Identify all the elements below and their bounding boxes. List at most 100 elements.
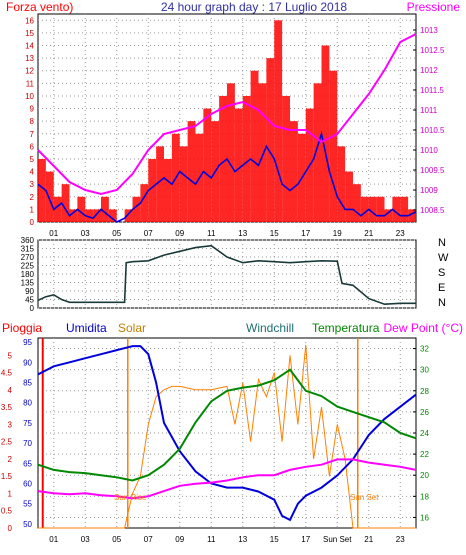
compass-label: W xyxy=(438,252,449,264)
x-tick-label: 21 xyxy=(364,229,373,238)
x-tick-label: 07 xyxy=(144,535,153,544)
humidity-tick-label: 50 xyxy=(23,520,32,529)
humidity-tick-label: 65 xyxy=(23,459,32,468)
wind-tick-label: 3 xyxy=(30,180,35,189)
wind-gust-bar xyxy=(368,196,377,222)
wind-tick-label: 0 xyxy=(30,218,35,227)
wind-gust-bar xyxy=(392,196,401,222)
wind-gust-bar xyxy=(101,196,109,222)
temperature-tick-label: 24 xyxy=(420,429,429,438)
chart-title: 24 hour graph day : 17 Luglio 2018 xyxy=(161,0,347,14)
x-tick-label: 13 xyxy=(238,535,247,544)
rain-tick-label: 3.5 xyxy=(1,403,13,412)
wind-gust-bar xyxy=(140,184,149,222)
wind-tick-label: 7 xyxy=(30,130,35,139)
wind-axis-label: Forza vento) xyxy=(6,0,73,14)
compass-label: E xyxy=(438,282,445,294)
temperature-line xyxy=(37,368,417,482)
wind-gust-bar xyxy=(376,196,385,222)
wind-gust-bar xyxy=(345,171,353,222)
x-tick-label: 15 xyxy=(270,535,279,544)
wind-gust-bar xyxy=(266,58,275,222)
rain-tick-label: 5 xyxy=(8,351,13,360)
pressure-tick-label: 1012 xyxy=(420,66,438,75)
wind-gust-bar xyxy=(148,158,157,222)
temperature-tick-label: 30 xyxy=(420,366,429,375)
wind-gust-bar xyxy=(274,20,283,223)
rain-tick-label: 3 xyxy=(8,420,13,429)
rain-tick-label: 2 xyxy=(8,455,13,464)
x-tick-label: 11 xyxy=(207,229,216,238)
temperature-tick-label: 22 xyxy=(420,450,429,459)
wind-tick-label: 5 xyxy=(30,155,35,164)
rain-tick-label: 0 xyxy=(8,524,13,533)
wind-tick-label: 2 xyxy=(30,193,35,202)
wind-gust-bar xyxy=(337,146,346,222)
compass-label: S xyxy=(438,267,445,279)
x-tick-label: 15 xyxy=(270,229,279,238)
wind-gust-bar xyxy=(61,184,70,222)
pressure-axis-label: Pressione xyxy=(407,0,461,14)
compass-label: N xyxy=(438,237,446,249)
solar-label: Solar xyxy=(118,321,146,335)
direction-tick-label: 45 xyxy=(25,296,34,305)
rain-tick-label: 1.5 xyxy=(1,472,13,481)
x-tick-label: 13 xyxy=(238,229,247,238)
direction-tick-label: 360 xyxy=(21,236,35,245)
humidity-line xyxy=(37,345,417,522)
rain-tick-label: 4.5 xyxy=(1,369,13,378)
x-tick-label: 11 xyxy=(207,535,216,544)
wind-gust-bar xyxy=(93,209,101,222)
x-tick-label: 23 xyxy=(396,535,405,544)
wind-gust-bar xyxy=(132,196,141,222)
dewpoint-line xyxy=(37,458,417,500)
wind-gust-bar xyxy=(290,121,298,222)
wind-speed-line xyxy=(37,130,417,223)
humidity-tick-label: 85 xyxy=(23,378,32,387)
wind-gust-bar xyxy=(156,146,164,222)
dewpoint-label: Dew Point (°C) xyxy=(384,321,463,335)
rain-axis-label: Pioggia xyxy=(2,321,42,335)
wind-tick-label: 11 xyxy=(26,79,35,88)
direction-tick-label: 90 xyxy=(25,287,34,296)
x-tick-label: 23 xyxy=(396,229,405,238)
wind-gust-bar xyxy=(164,158,172,222)
wind-gust-bar xyxy=(69,209,78,222)
x-tick-label: 01 xyxy=(49,535,58,544)
pressure-tick-label: 1009.5 xyxy=(420,166,445,175)
wind-gust-bar xyxy=(321,45,330,222)
wind-gust-bar xyxy=(179,146,188,222)
wind-tick-label: 16 xyxy=(25,16,34,25)
x-tick-label: 05 xyxy=(112,229,121,238)
wind-tick-label: 10 xyxy=(25,92,34,101)
pressure-tick-label: 1012.5 xyxy=(420,46,445,55)
compass-label: N xyxy=(438,297,446,309)
wind-gust-bar xyxy=(77,196,86,222)
x-tick-label: 09 xyxy=(175,229,184,238)
wind-gust-bar xyxy=(282,95,290,222)
temperature-tick-label: 32 xyxy=(420,345,429,354)
windchill-label: Windchill xyxy=(246,321,294,335)
x-tick-label: 21 xyxy=(364,535,373,544)
wind-gust-bar xyxy=(242,95,251,222)
wind-gust-bar xyxy=(234,108,243,222)
wind-gust-bar xyxy=(38,158,46,222)
rain-tick-label: 2.5 xyxy=(1,438,13,447)
rain-tick-label: 0.5 xyxy=(1,507,13,516)
wind-tick-label: 15 xyxy=(25,29,34,38)
wind-gust-bar xyxy=(250,70,259,223)
x-tick-label: 05 xyxy=(112,535,121,544)
humidity-tick-label: 70 xyxy=(23,439,32,448)
wind-tick-label: 4 xyxy=(30,168,35,177)
x-tick-label: 19 xyxy=(333,229,342,238)
x-tick-label: 03 xyxy=(81,535,90,544)
wind-tick-label: 6 xyxy=(30,142,35,151)
x-tick-label: 07 xyxy=(144,229,153,238)
humidity-tick-label: 55 xyxy=(23,500,32,509)
wind-gust-bar xyxy=(353,184,361,222)
pressure-tick-label: 1008.5 xyxy=(420,206,445,215)
direction-tick-label: 180 xyxy=(21,270,35,279)
rain-tick-label: 4 xyxy=(8,386,13,395)
x-tick-label: 03 xyxy=(81,229,90,238)
